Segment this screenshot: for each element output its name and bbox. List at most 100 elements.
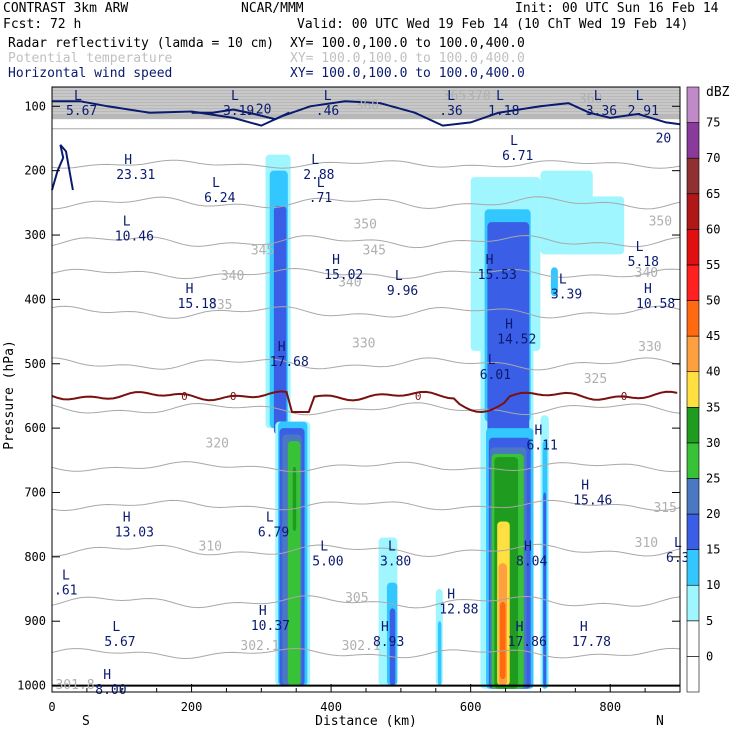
theta-label: 360 — [356, 99, 379, 114]
wind-extremum-marker: L — [496, 89, 504, 104]
wind-extremum-value: 10.46 — [115, 229, 154, 244]
wind-extremum-marker: H — [447, 588, 455, 603]
wind-extremum-value: 13.03 — [115, 525, 154, 540]
wind-extremum-value: 5.67 — [104, 635, 135, 650]
y-tick-label: 200 — [24, 164, 46, 178]
y-tick-label: 300 — [24, 228, 46, 242]
colorbar-tick-label: 70 — [706, 151, 720, 165]
wind-extremum-marker: H — [124, 153, 132, 168]
isentrope — [51, 647, 681, 660]
wind-extremum-marker: L — [594, 89, 602, 104]
isentrope — [51, 499, 681, 512]
institution-label: NCAR/MMM — [241, 1, 304, 16]
wind-extremum-value: 15.18 — [178, 297, 217, 312]
wind-extremum-marker: L — [212, 176, 220, 191]
reflectivity-cell — [543, 492, 547, 686]
wind-contours — [51, 100, 681, 191]
field-name-reflectivity: Radar reflectivity (lamda = 10 cm) — [8, 36, 274, 51]
colorbar-tick-label: 10 — [706, 578, 720, 592]
colorbar-swatch — [686, 157, 700, 195]
colorbar-swatch — [686, 229, 700, 266]
colorbar-tick-label: 20 — [706, 507, 720, 521]
wind-extremum-value: 9.96 — [387, 284, 418, 299]
reflectivity-cell — [389, 608, 396, 686]
y-tick-label: 700 — [24, 485, 46, 499]
theta-label: 302.1 — [342, 639, 381, 654]
wind-extremum-marker: H — [123, 510, 131, 525]
y-tick-label: 1000 — [17, 679, 46, 693]
x-axis-label: Distance (km) — [315, 714, 417, 729]
isentrope — [51, 595, 681, 609]
wind-extremum-value: 6.11 — [526, 439, 557, 454]
isentrope — [51, 357, 681, 371]
wind-contour-label: 20 — [656, 131, 672, 146]
wind-extremum-marker: L — [559, 272, 567, 287]
wind-extremum-marker: L — [674, 536, 682, 551]
wind-extremum-value: 17.78 — [572, 635, 611, 650]
wind-extremum-value: 2.91 — [628, 104, 659, 119]
wind-speed-contour — [52, 100, 681, 127]
isentrope — [51, 267, 681, 280]
wind-extremum-value: .46 — [316, 104, 339, 119]
wind-extremum-marker: L — [488, 353, 496, 368]
wind-extremum-value: 17.68 — [270, 355, 309, 370]
contour-labels: 360 360 365 370 350 350 345 345 340 340 340 335 330 3… — [54, 89, 690, 698]
colorbar-tick-label: 35 — [706, 400, 720, 414]
wind-extremum-value: 14.52 — [497, 332, 536, 347]
zero-contour-label: 0 — [621, 390, 628, 403]
valid-time: Valid: 00 UTC Wed 19 Feb 14 (10 ChT Wed … — [297, 17, 688, 32]
y-tick-label: 100 — [24, 99, 46, 113]
wind-extremum-value: .36 — [439, 104, 462, 119]
y-axis-label: Pressure (hPa) — [2, 340, 17, 450]
reflectivity-fills — [52, 87, 680, 689]
zero-contour-label: 0 — [181, 390, 188, 403]
wind-extremum-value: 10.58 — [636, 297, 675, 312]
reflectivity-cell — [287, 440, 301, 686]
header: CONTRAST 3km ARW NCAR/MMM Init: 00 UTC S… — [3, 1, 719, 81]
x-tick-label: 0 — [48, 700, 55, 714]
colorbar-tick-label: 65 — [706, 187, 720, 201]
wind-extremum-marker: H — [516, 620, 524, 635]
theta-label: 335 — [209, 298, 232, 313]
colorbar-swatch — [686, 549, 700, 586]
isentrope — [51, 159, 681, 169]
theta-label: 330 — [352, 337, 375, 352]
wind-speed-contour — [51, 144, 74, 191]
x-axis-south-label: S — [82, 714, 90, 729]
x-axis-north-label: N — [656, 714, 664, 729]
wind-extremum-value: 6.79 — [258, 525, 289, 540]
wind-extremum-marker: H — [524, 539, 532, 554]
colorbar-tick-label: 45 — [706, 329, 720, 343]
theta-label: 315 — [653, 501, 676, 516]
wind-extremum-marker: L — [510, 134, 518, 149]
field-xy-theta: XY= 100.0,100.0 to 100.0,400.0 — [290, 51, 525, 66]
wind-extremum-value: 5.00 — [312, 554, 343, 569]
wind-extremum-value: 3.19 — [223, 104, 254, 119]
wind-extremum-marker: H — [580, 620, 588, 635]
theta-label: 340 — [338, 276, 361, 291]
field-xy-wind: XY= 100.0,100.0 to 100.0,400.0 — [290, 66, 525, 81]
wind-extremum-marker: L — [317, 176, 325, 191]
forecast-hour: Fcst: 72 h — [3, 17, 81, 32]
wind-extremum-marker: L — [311, 153, 319, 168]
wind-extremum-value: 3.39 — [551, 287, 582, 302]
wind-extremum-value: 1.18 — [488, 104, 519, 119]
theta-label: 350 — [353, 218, 376, 233]
reflectivity-cell — [273, 206, 287, 435]
colorbar-tick-label: 30 — [706, 436, 720, 450]
colorbar-swatch — [686, 300, 700, 337]
colorbar-swatch — [686, 335, 700, 373]
field-name-theta: Potential temperature — [8, 51, 173, 66]
colorbar-unit: dBZ — [706, 85, 730, 100]
reflectivity-cell — [568, 196, 625, 255]
colorbar-tick-label: 25 — [706, 471, 720, 485]
colorbar-swatch — [686, 86, 700, 123]
colorbar-tick-label: 60 — [706, 222, 720, 236]
wind-extremum-marker: H — [278, 340, 286, 355]
wind-extremum-marker: H — [103, 668, 111, 683]
wind-extremum-value: 10.37 — [251, 619, 290, 634]
wind-extremum-value: 8.04 — [516, 554, 547, 569]
colorbar-tick-label: 40 — [706, 365, 720, 379]
